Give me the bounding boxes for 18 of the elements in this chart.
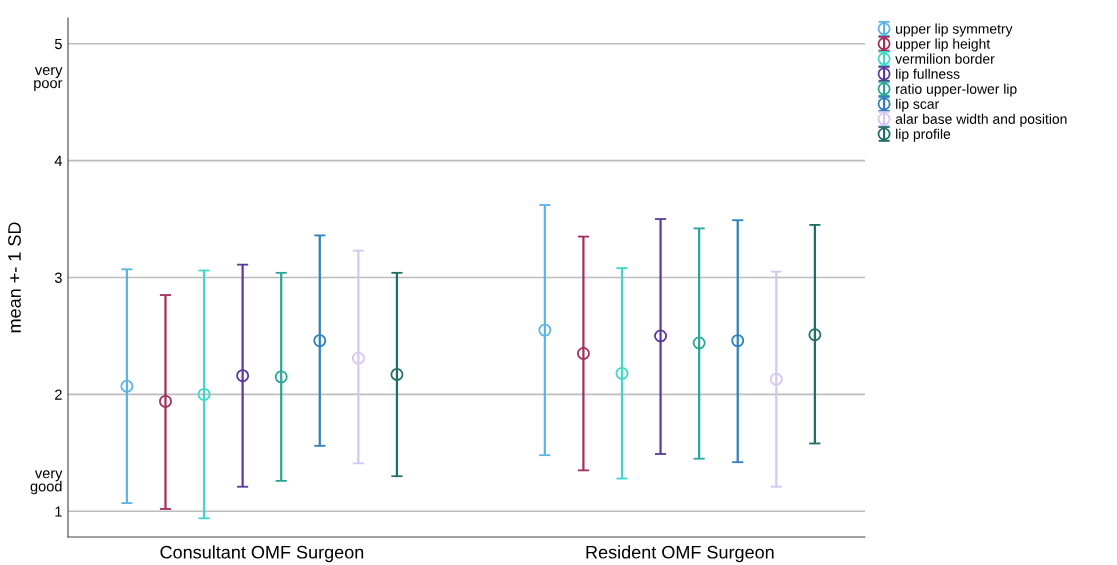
y-tick-label: 3 — [54, 272, 62, 283]
y-tick-label: 1 — [55, 506, 62, 517]
y-axis-title: mean +- 1 SD — [8, 222, 21, 333]
legend-label: alar base width and position — [895, 113, 1067, 127]
legend-label: lip fullness — [896, 68, 960, 82]
y-tick-label: very poor — [34, 67, 63, 92]
y-tick-label: 2 — [55, 389, 62, 400]
y-tick-label: very good — [30, 470, 63, 495]
legend-label: vermilion border — [895, 53, 995, 64]
legend-label: lip profile — [896, 128, 951, 142]
legend-label: lip scar — [896, 98, 939, 112]
y-tick-label: 4 — [54, 155, 63, 166]
x-tick-label: Resident OMF Surgeon — [586, 545, 774, 563]
legend-label: upper lip symmetry — [896, 23, 1013, 37]
x-tick-label: Consultant OMF Surgeon — [160, 545, 364, 563]
legend-label: upper lip height — [896, 38, 991, 52]
y-tick-label: 5 — [54, 38, 62, 50]
legend-label: ratio upper-lower lip — [896, 83, 1017, 97]
